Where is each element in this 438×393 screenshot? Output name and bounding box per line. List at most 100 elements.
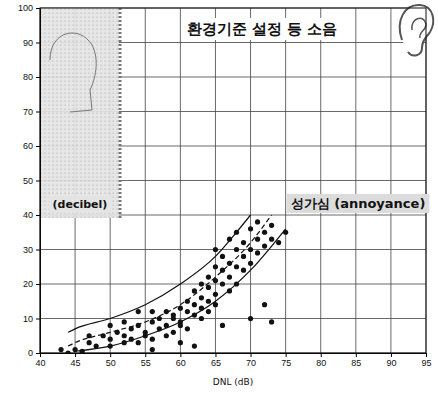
point (206, 309, 211, 314)
ear-icon-inner (412, 18, 426, 38)
point (262, 243, 267, 248)
point (136, 309, 141, 314)
point (234, 247, 239, 252)
decoration (41, 5, 433, 218)
x-tick: 90 (386, 353, 396, 368)
y-tick: 10 (23, 314, 40, 324)
marks (58, 215, 288, 353)
point (255, 250, 260, 255)
x-tick: 70 (246, 353, 256, 368)
point (220, 323, 225, 328)
x-axis: 40 45 50 55 60 65 70 75 80 85 90 95 (35, 353, 431, 368)
point (171, 330, 176, 335)
curve (68, 215, 250, 332)
tick-mark (426, 353, 427, 357)
x-tick: 85 (351, 353, 361, 368)
point (213, 247, 218, 252)
point (164, 333, 169, 338)
annotation-background (49, 196, 112, 213)
axis-line (41, 354, 427, 358)
y-axis: 0102030405060708090100 (18, 3, 41, 358)
y-tick: 20 (23, 279, 40, 289)
point (192, 302, 197, 307)
tick-mark (356, 353, 357, 357)
x-tick: 45 (71, 353, 81, 368)
point (58, 347, 63, 352)
point (241, 268, 246, 273)
y-tick: 30 (23, 245, 40, 255)
point (234, 264, 239, 269)
chart: 40 45 50 55 60 65 70 75 80 85 90 95 0 10 20 30 40 50 60 70 8… (0, 0, 438, 393)
tick-label: 70 (23, 107, 33, 117)
point (269, 319, 274, 324)
point (192, 344, 197, 349)
tick-mark (36, 146, 40, 147)
tick-label: 0 (28, 348, 33, 358)
point (199, 295, 204, 300)
tick-label: 10 (23, 314, 33, 324)
point (178, 306, 183, 311)
grid-line (40, 284, 426, 285)
tick-label: 20 (23, 279, 33, 289)
tick-label: 50 (106, 358, 116, 368)
point (255, 237, 260, 242)
point (241, 240, 246, 245)
point (185, 309, 190, 314)
tick-mark (36, 8, 40, 9)
annotation-background (183, 18, 342, 40)
point (206, 275, 211, 280)
point (269, 223, 274, 228)
tick-label: 80 (23, 72, 33, 82)
tick-label: 75 (281, 358, 291, 368)
head-sketch (50, 33, 96, 112)
x-tick: 80 (316, 353, 326, 368)
y-tick: 60 (23, 141, 40, 151)
tick-mark (36, 215, 40, 216)
y-tick: 80 (23, 72, 40, 82)
x-tick: 60 (176, 353, 186, 368)
tick-label: 60 (23, 141, 33, 151)
tick-mark (286, 353, 287, 357)
tick-label: 40 (35, 358, 45, 368)
tick-mark (36, 181, 40, 182)
point (199, 281, 204, 286)
tick-mark (36, 250, 40, 251)
y-tick: 50 (23, 176, 40, 186)
tick-label: 30 (23, 245, 33, 255)
point (220, 254, 225, 259)
annotations: 환경기준 설정 등 소음(decibel)성가심 (annoyance) (49, 18, 430, 213)
point (87, 340, 92, 345)
point (150, 337, 155, 342)
tick-label: 60 (176, 358, 186, 368)
point (122, 319, 127, 324)
ear-icon (400, 5, 433, 56)
point (108, 337, 113, 342)
x-tick: 95 (421, 353, 431, 368)
x-tick: 50 (106, 353, 116, 368)
x-tick: 55 (141, 353, 151, 368)
tick-label: 80 (316, 358, 326, 368)
point (213, 292, 218, 297)
tick-mark (110, 353, 111, 357)
tick-mark (36, 43, 40, 44)
grid-line (40, 318, 426, 319)
annotation: (decibel) (49, 196, 112, 213)
tick-label: 45 (71, 358, 81, 368)
point (150, 319, 155, 324)
stippled-panel (41, 8, 119, 218)
tick-mark (251, 353, 252, 357)
point (269, 237, 274, 242)
point (143, 330, 148, 335)
tick-label: 40 (23, 210, 33, 220)
tick-mark (36, 112, 40, 113)
annotation: 환경기준 설정 등 소음 (183, 18, 342, 40)
tick-label: 85 (351, 358, 361, 368)
x-axis-title: DNL (dB) (213, 377, 253, 387)
point (248, 226, 253, 231)
point (206, 299, 211, 304)
point (276, 240, 281, 245)
tick-label: 70 (246, 358, 256, 368)
tick-mark (215, 353, 216, 357)
x-tick: 65 (211, 353, 221, 368)
point (248, 247, 253, 252)
